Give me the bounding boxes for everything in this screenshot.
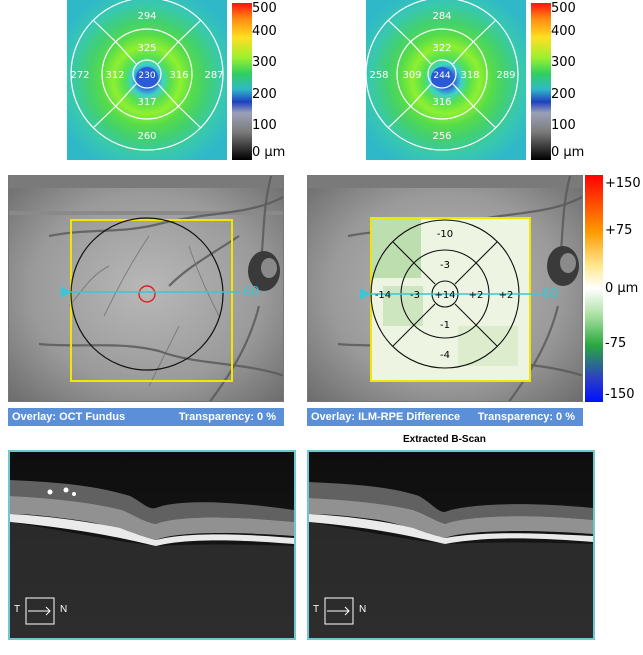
scale-label-300: 300 — [252, 55, 277, 70]
thickness-color-scale-right — [531, 3, 551, 160]
scale-label-500: 500 — [252, 1, 277, 16]
overlay-label[interactable]: Overlay: ILM-RPE Difference — [311, 411, 461, 423]
diff-scale-label-plus75: +75 — [605, 223, 633, 238]
transparency-label[interactable]: Transparency: 0 % — [178, 411, 276, 423]
temporal-label: T — [313, 604, 320, 615]
inner-right-value: +2 — [469, 290, 484, 301]
outer-left-value: 272 — [70, 70, 89, 81]
outer-top-value: 284 — [432, 11, 451, 22]
scale-label-500: 500 — [551, 1, 576, 16]
outer-right-value: 287 — [204, 70, 223, 81]
scan-line-arrow-icon[interactable] — [360, 288, 370, 300]
center-value: +14 — [434, 290, 455, 301]
outer-top-value: -10 — [437, 229, 453, 240]
inner-right-value: 316 — [169, 70, 188, 81]
overlay-bar-right[interactable]: Overlay: ILM-RPE Difference Transparency… — [307, 408, 583, 426]
scale-label-100: 100 — [551, 118, 576, 133]
diff-scale-label-plus150: +150 — [605, 176, 641, 191]
inner-top-value: 325 — [137, 43, 156, 54]
oct-fundus-image[interactable]: 60 — [8, 175, 284, 402]
inner-right-value: 318 — [460, 70, 479, 81]
difference-color-scale — [585, 175, 603, 402]
scale-label-100: 100 — [252, 118, 277, 133]
thickness-map-left: 294 272 287 260 325 312 316 317 230 — [67, 0, 227, 160]
bscan-right[interactable]: T N — [307, 450, 595, 640]
bscan-left[interactable]: T N — [8, 450, 296, 640]
inner-left-value: -3 — [410, 290, 420, 301]
orientation-box — [25, 597, 55, 625]
center-value: 230 — [138, 71, 155, 81]
diff-scale-label-minus75: -75 — [605, 336, 627, 351]
outer-left-value: 258 — [369, 70, 388, 81]
overlay-label[interactable]: Overlay: OCT Fundus — [12, 411, 126, 423]
thickness-map-right: 284 258 289 256 322 309 318 316 244 — [365, 0, 526, 160]
scale-label-300: 300 — [551, 55, 576, 70]
scan-position-label: 60 — [243, 285, 260, 300]
temporal-label: T — [14, 604, 21, 615]
outer-top-value: 294 — [137, 11, 156, 22]
outer-bottom-value: -4 — [440, 350, 450, 361]
scan-position-label: 60 — [542, 287, 559, 302]
outer-left-value: -14 — [375, 290, 391, 301]
outer-right-value: +2 — [499, 290, 514, 301]
ilm-rpe-difference-image[interactable]: 60 -10 -14 +2 -4 -3 -3 +2 -1 +14 — [307, 175, 583, 402]
transparency-label[interactable]: Transparency: 0 % — [477, 411, 575, 423]
scale-label-400: 400 — [252, 24, 277, 39]
scale-label-0: 0 µm — [252, 145, 286, 160]
inner-bottom-value: -1 — [440, 320, 450, 331]
diff-scale-label-0: 0 µm — [605, 281, 639, 296]
scan-line-arrow-icon[interactable] — [61, 286, 71, 298]
inner-bottom-value: 316 — [432, 97, 451, 108]
scale-label-200: 200 — [252, 87, 277, 102]
inner-left-value: 312 — [105, 70, 124, 81]
diff-scale-label-minus150: -150 — [605, 387, 635, 402]
outer-bottom-value: 260 — [137, 131, 156, 142]
scale-label-200: 200 — [551, 87, 576, 102]
scale-label-0: 0 µm — [551, 145, 585, 160]
inner-bottom-value: 317 — [137, 97, 156, 108]
scale-label-400: 400 — [551, 24, 576, 39]
inner-top-value: -3 — [440, 260, 450, 271]
outer-bottom-value: 256 — [432, 131, 451, 142]
extracted-bscan-title: Extracted B-Scan — [403, 434, 486, 445]
overlay-bar-left[interactable]: Overlay: OCT Fundus Transparency: 0 % — [8, 408, 284, 426]
orientation-box — [324, 597, 354, 625]
nasal-label: N — [60, 604, 68, 615]
inner-top-value: 322 — [432, 43, 451, 54]
thickness-color-scale-left — [232, 3, 252, 160]
inner-left-value: 309 — [402, 70, 421, 81]
nasal-label: N — [359, 604, 367, 615]
center-value: 244 — [433, 71, 450, 81]
outer-right-value: 289 — [496, 70, 515, 81]
fovea-marker — [138, 285, 156, 303]
